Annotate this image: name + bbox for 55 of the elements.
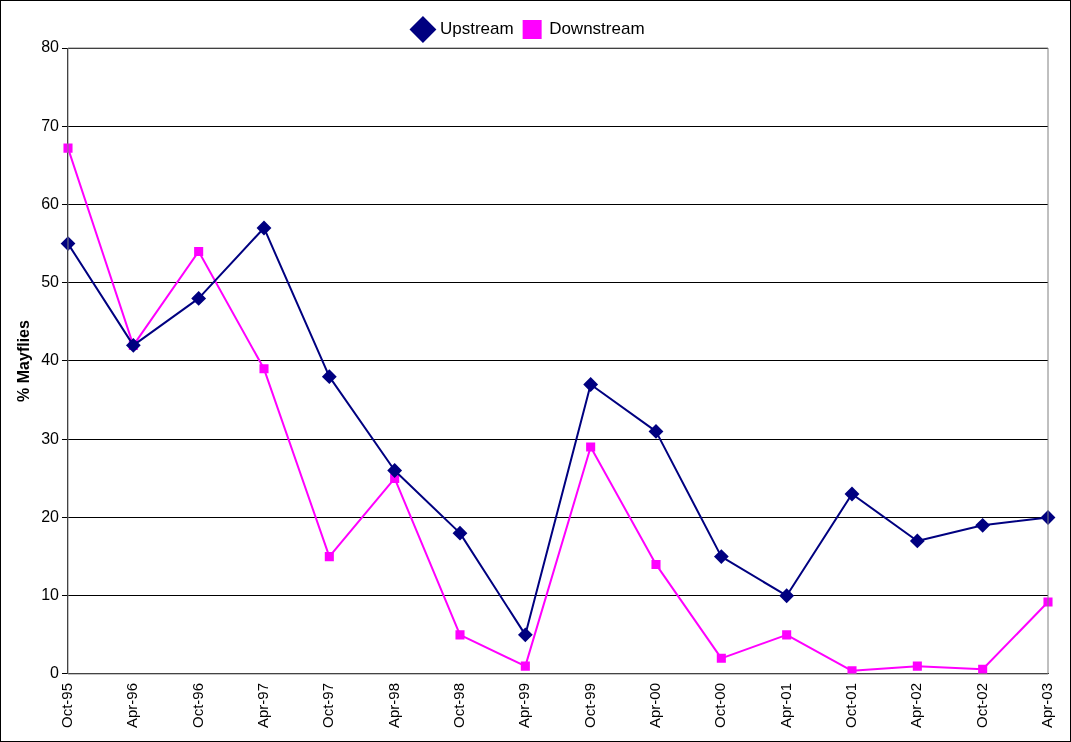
point [324,552,334,562]
point [322,369,337,384]
point [194,246,204,256]
point [518,627,533,642]
x-tick-label: Apr-03 [1038,682,1056,729]
point [520,661,530,671]
point [714,549,729,564]
x-tick-label: Oct-02 [972,682,990,728]
point [191,291,206,306]
x-tick-label: Apr-00 [646,682,664,729]
point [782,630,792,640]
legend-label: Downstream [549,19,645,39]
x-tick-label: Apr-01 [776,682,794,729]
x-tick-label: Oct-01 [842,682,860,728]
point [63,143,73,153]
x-tick-label: Apr-98 [384,682,402,729]
point [1043,597,1053,607]
point [259,364,269,374]
y-tick-label: 70 [41,116,60,134]
x-tick-label: Oct-98 [450,682,468,728]
y-tick-label: 30 [41,429,60,447]
y-axis-title: % Mayflies [15,319,33,402]
point [975,518,990,533]
y-tick-label: 0 [50,664,60,682]
point [847,666,857,674]
x-tick-label: Oct-95 [58,682,76,728]
x-tick-label: Oct-97 [319,682,337,728]
point [586,442,596,452]
y-tick-label: 80 [41,38,60,56]
point [583,377,598,392]
point [912,661,922,671]
point [651,559,661,569]
point [978,664,988,674]
point [455,630,465,640]
x-tick-label: Oct-00 [711,682,729,728]
point [845,487,859,502]
legend-label: Upstream [439,19,514,39]
y-tick-label: 60 [41,194,60,212]
point [716,653,726,663]
x-tick-label: Apr-97 [254,682,272,729]
y-tick-label: 20 [41,507,60,525]
x-tick-label: Apr-96 [123,682,141,729]
point [649,424,663,439]
point [257,220,271,235]
point [910,533,925,548]
y-tick-label: 50 [41,273,60,291]
y-tick-label: 40 [41,351,60,369]
x-tick-label: Apr-99 [515,682,533,729]
x-tick-label: Oct-96 [188,682,206,728]
point [779,588,794,603]
point [387,463,402,478]
point [453,526,467,541]
y-tick-label: 10 [41,586,60,604]
x-tick-label: Apr-02 [907,682,925,729]
x-tick-label: Oct-99 [580,682,598,728]
